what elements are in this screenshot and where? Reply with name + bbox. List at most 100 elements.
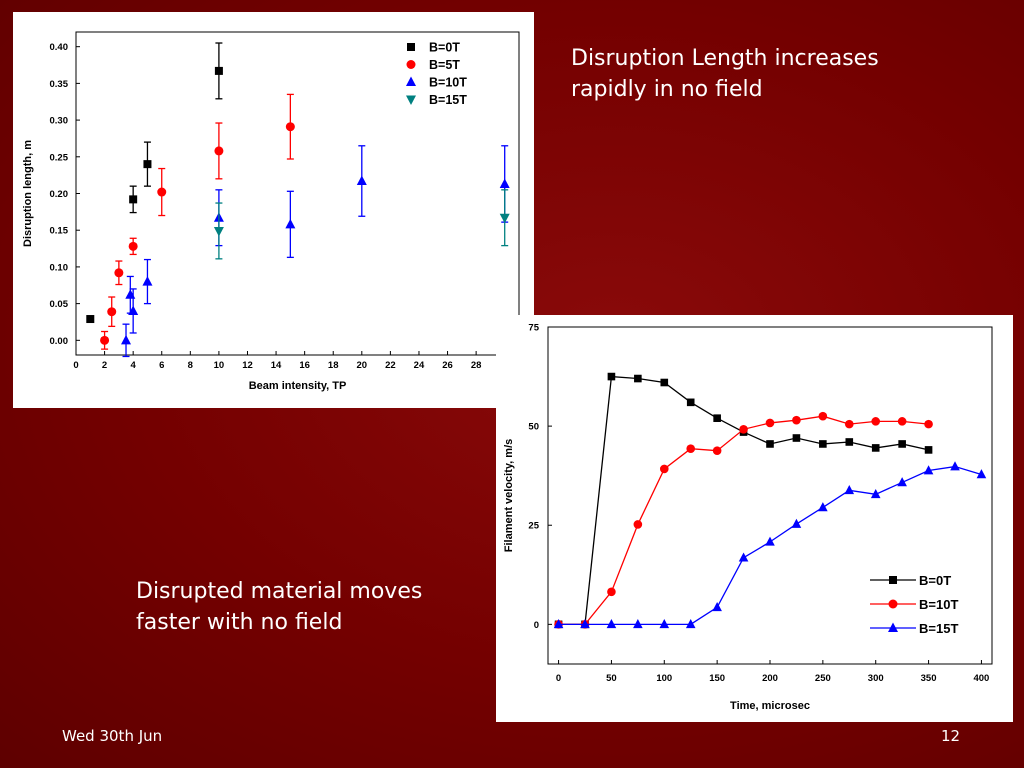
- data-point: [685, 619, 696, 629]
- x-tick-label: 16: [299, 360, 310, 371]
- x-tick-label: 8: [188, 360, 193, 371]
- x-tick-label: 26: [442, 360, 453, 371]
- x-tick-label: 18: [328, 360, 339, 371]
- data-point: [607, 587, 616, 597]
- legend-label: B=10T: [919, 597, 958, 612]
- series-b-15t: [213, 189, 510, 260]
- data-point: [871, 444, 880, 452]
- data-point: [818, 502, 828, 512]
- y-tick-label: 0.40: [50, 42, 69, 53]
- x-tick-label: 150: [709, 673, 725, 684]
- data-point: [765, 536, 775, 546]
- data-point: [129, 195, 138, 204]
- data-point: [924, 446, 933, 454]
- x-tick-label: 400: [973, 673, 989, 684]
- x-tick-label: 24: [414, 360, 425, 371]
- x-axis-label: Beam intensity, TP: [249, 380, 347, 392]
- data-point: [686, 398, 695, 407]
- filament-velocity-chart: 0 50 100 150 200 250 300 350 400 0 25 50 75 Time, mic…: [503, 323, 993, 712]
- data-point: [142, 276, 153, 286]
- x-tick-label: 22: [385, 360, 396, 371]
- data-point: [739, 424, 748, 434]
- caption-disruption-length: Disruption Length increases rapidly in n…: [571, 46, 879, 102]
- data-point: [765, 418, 775, 428]
- series-b-10t: [121, 145, 510, 358]
- data-point: [844, 419, 854, 429]
- legend-marker: [407, 43, 415, 51]
- x-tick-label: 14: [271, 360, 282, 371]
- x-tick-label: 28: [471, 360, 482, 371]
- legend-marker: [889, 576, 897, 584]
- filament-velocity-chart-panel: 0 50 100 150 200 250 300 350 400 0 25 50 75 Time, mic…: [496, 315, 1013, 722]
- page-number: 12: [941, 727, 961, 745]
- data-point: [633, 619, 643, 629]
- series-b-15t: [553, 461, 987, 629]
- data-point: [553, 619, 564, 629]
- data-point: [128, 241, 138, 251]
- y-tick-label: 0.30: [50, 116, 69, 127]
- x-tick-label: 100: [656, 673, 672, 684]
- data-point: [923, 465, 934, 475]
- series-b-10t: [554, 411, 933, 629]
- legend-marker: [406, 76, 416, 86]
- data-point: [712, 602, 722, 612]
- legend-marker: [406, 95, 416, 105]
- data-point: [766, 440, 774, 448]
- data-point: [792, 434, 801, 442]
- legend-marker: [888, 599, 898, 609]
- legend: B=0T B=10T B=15T: [870, 573, 958, 636]
- legend-label: B=0T: [429, 41, 460, 55]
- y-tick-label: 0.35: [50, 79, 69, 90]
- data-point: [845, 438, 854, 446]
- x-tick-label: 200: [762, 673, 778, 684]
- footer-date: Wed 30th Jun: [62, 727, 163, 745]
- series-b-0t: [86, 42, 223, 324]
- data-point: [818, 411, 828, 421]
- x-tick-label: 6: [159, 360, 164, 371]
- data-point: [792, 415, 801, 425]
- data-point: [844, 485, 855, 495]
- legend-label: B=5T: [429, 58, 460, 72]
- y-tick-label: 0.05: [50, 299, 69, 310]
- data-point: [870, 489, 881, 499]
- y-tick-label: 0.20: [50, 189, 69, 200]
- data-point: [606, 619, 617, 629]
- data-point: [214, 66, 223, 75]
- y-tick-label: 0.15: [50, 226, 69, 237]
- x-tick-label: 12: [242, 360, 253, 371]
- data-point: [897, 477, 907, 487]
- data-point: [107, 307, 117, 317]
- data-point: [128, 305, 139, 315]
- x-tick-label: 20: [357, 360, 368, 371]
- data-point: [607, 372, 616, 381]
- data-point: [580, 619, 590, 629]
- y-tick-label: 0.25: [50, 152, 69, 163]
- data-point: [712, 446, 722, 455]
- data-point: [114, 268, 124, 278]
- x-axis-label: Time, microsec: [730, 700, 810, 712]
- y-tick-label: 0.00: [50, 336, 69, 347]
- legend-label: B=0T: [919, 573, 951, 588]
- y-tick-label: 50: [528, 422, 539, 433]
- legend-label: B=15T: [429, 93, 467, 107]
- y-tick-label: 75: [528, 323, 539, 334]
- data-point: [897, 417, 907, 426]
- legend-marker: [406, 60, 416, 69]
- x-tick-label: 0: [73, 360, 78, 371]
- x-tick-label: 2: [102, 360, 107, 371]
- data-point: [499, 213, 510, 224]
- disruption-length-chart: 0246810121416182022242628300.000.050.100…: [22, 31, 520, 392]
- data-point: [214, 146, 224, 156]
- series-b-5t: [100, 93, 295, 350]
- data-point: [659, 619, 670, 629]
- y-axis-label: Filament velocity, m/s: [503, 439, 515, 553]
- data-point: [819, 440, 827, 448]
- series-line: [558, 375, 929, 626]
- legend-label: B=10T: [429, 76, 467, 90]
- data-point: [143, 160, 152, 169]
- y-axis-label: Disruption length, m: [22, 140, 34, 247]
- data-point: [213, 226, 224, 237]
- data-point: [356, 175, 367, 186]
- data-point: [738, 552, 749, 562]
- data-point: [924, 419, 933, 429]
